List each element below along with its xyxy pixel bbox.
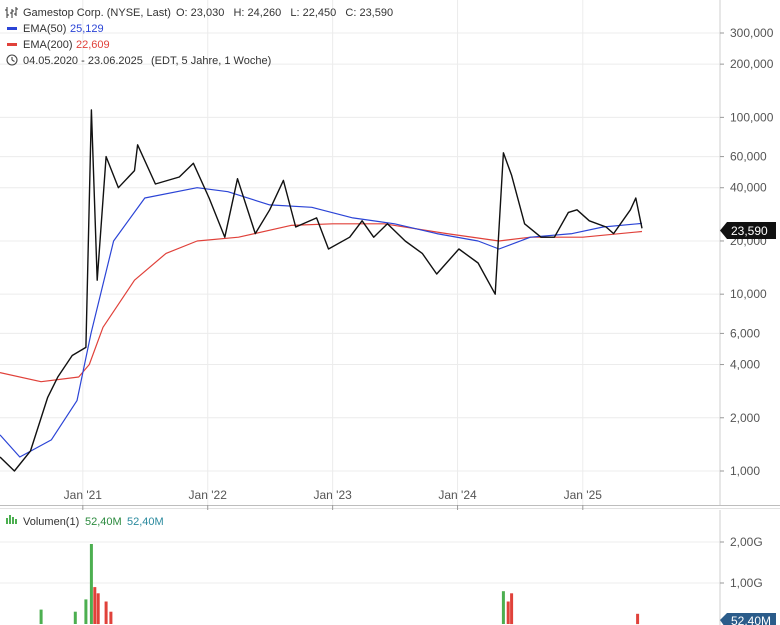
volume-bar bbox=[73, 611, 77, 624]
y-tick-label: 300,000 bbox=[730, 26, 774, 40]
y-tick-label: 200,000 bbox=[730, 57, 774, 71]
volume-bar bbox=[89, 544, 93, 624]
chart-legend: Gamestop Corp. (NYSE, Last) O: 23,030 H:… bbox=[5, 7, 393, 67]
volume-bar bbox=[510, 593, 514, 625]
volume-bar bbox=[501, 591, 505, 624]
volume-tick-label: 2,00G bbox=[730, 535, 763, 549]
volume-bar bbox=[109, 611, 113, 624]
last-volume-badge-shape bbox=[720, 613, 776, 625]
date-range-detail: (EDT, 5 Jahre, 1 Woche) bbox=[151, 55, 271, 67]
last-price-badge: 23,590 bbox=[720, 222, 776, 239]
y-tick-label: 60,000 bbox=[730, 150, 767, 164]
volume-bar bbox=[39, 609, 43, 624]
instrument-name: Gamestop Corp. (NYSE, Last) bbox=[23, 7, 171, 19]
x-tick-label: Jan '22 bbox=[189, 488, 228, 502]
volume-label: Volumen(1) bbox=[23, 516, 79, 528]
ema200-label: EMA(200) bbox=[23, 39, 73, 51]
ohlc-icon bbox=[5, 7, 18, 18]
ema200-line bbox=[0, 223, 643, 383]
volume-grid-lines bbox=[0, 541, 720, 584]
y-tick-label: 4,000 bbox=[730, 358, 760, 372]
volume-legend: Volumen(1) 52,40M 52,40M bbox=[6, 515, 164, 528]
volume-value-a: 52,40M bbox=[85, 516, 122, 528]
y-tick-label: 100,000 bbox=[730, 110, 774, 124]
volume-axis-ticks: 1,00G 2,00G bbox=[720, 535, 763, 590]
clock-icon bbox=[6, 54, 18, 66]
volume-bar bbox=[104, 601, 108, 624]
x-tick-label: Jan '25 bbox=[564, 488, 603, 502]
y-axis-ticks: 1,0002,0004,0006,00010,00020,00040,00060… bbox=[720, 26, 774, 478]
last-price-badge-text: 23,590 bbox=[731, 224, 768, 238]
volume-bar bbox=[506, 601, 510, 624]
y-tick-label: 6,000 bbox=[730, 326, 760, 340]
ohlc-values: O: 23,030 H: 24,260 L: 22,450 C: 23,590 bbox=[176, 7, 393, 19]
x-tick-label: Jan '21 bbox=[64, 488, 103, 502]
volume-value-b: 52,40M bbox=[127, 516, 164, 528]
x-axis-ticks: Jan '21 Jan '22 Jan '23 Jan '24 Jan '25 bbox=[64, 488, 603, 510]
bar-chart-icon bbox=[6, 515, 17, 524]
ema200-value: 22,609 bbox=[76, 39, 110, 51]
last-price-badge-shape bbox=[720, 222, 776, 239]
ema50-label: EMA(50) bbox=[23, 23, 66, 35]
volume-bar bbox=[84, 599, 88, 624]
volume-bar bbox=[93, 587, 97, 624]
x-tick-label: Jan '23 bbox=[313, 488, 352, 502]
ema50-value: 25,129 bbox=[70, 23, 104, 35]
last-volume-badge-text: 52,40M bbox=[731, 614, 771, 625]
y-tick-label: 40,000 bbox=[730, 181, 767, 195]
volume-tick-label: 1,00G bbox=[730, 576, 763, 590]
date-range: 04.05.2020 - 23.06.2025 bbox=[23, 55, 143, 67]
grid-lines bbox=[0, 0, 720, 505]
volume-bars-layer bbox=[39, 544, 640, 625]
volume-bar bbox=[96, 593, 100, 625]
volume-bar bbox=[636, 613, 640, 625]
last-volume-badge: 52,40M bbox=[720, 613, 776, 625]
x-tick-label: Jan '24 bbox=[438, 488, 477, 502]
price-series-layer bbox=[0, 109, 643, 472]
y-tick-label: 2,000 bbox=[730, 411, 760, 425]
y-tick-label: 10,000 bbox=[730, 287, 767, 301]
price-line bbox=[0, 109, 643, 472]
y-tick-label: 1,000 bbox=[730, 464, 760, 478]
